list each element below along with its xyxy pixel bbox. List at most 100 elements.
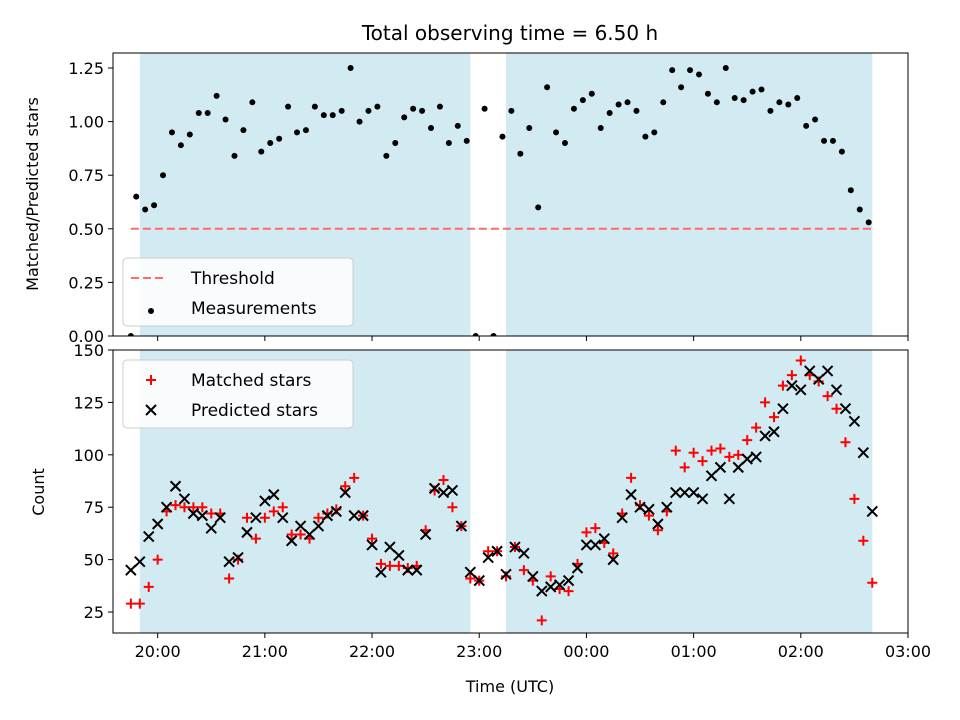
measurement-point: [240, 127, 247, 134]
measurement-point: [633, 107, 640, 114]
measurement-point: [508, 107, 515, 114]
data-points: [127, 65, 872, 336]
measurement-point: [615, 101, 622, 108]
legend-box: [122, 359, 354, 429]
matched-star-point: [367, 533, 378, 544]
measurement-point: [856, 206, 863, 213]
measurement-point: [722, 65, 729, 72]
measurement-point: [821, 137, 828, 144]
measurement-point: [294, 129, 301, 136]
measurement-point: [669, 67, 676, 74]
matched-star-point: [840, 437, 851, 448]
matched-star-point: [277, 502, 288, 513]
predicted-star-point: [768, 426, 780, 438]
measurement-point: [544, 84, 551, 91]
legend-label: Measurements: [191, 299, 317, 319]
measurement-point: [570, 105, 577, 112]
predicted-star-point: [607, 553, 619, 566]
predicted-star-point: [598, 532, 610, 545]
predicted-star-point: [187, 507, 200, 520]
measurement-point: [794, 95, 801, 102]
predicted-star-point: [134, 556, 146, 568]
predicted-star-point: [205, 522, 217, 534]
matched-star-point: [760, 397, 771, 408]
measurement-point: [249, 99, 256, 106]
matched-star-point: [438, 474, 449, 485]
measurement-point: [133, 193, 140, 200]
measurement-point: [127, 333, 134, 336]
matched-star-point: [679, 462, 690, 473]
predicted-star-point: [830, 384, 843, 396]
predicted-star-point: [464, 566, 477, 578]
predicted-star-point: [571, 562, 584, 574]
matched-star-point: [670, 445, 681, 456]
predicted-star-point: [670, 486, 682, 499]
matched-star-point: [447, 502, 458, 513]
matched-star-point: [384, 560, 395, 571]
predicted-star-point: [777, 402, 789, 415]
predicted-star-point: [696, 493, 709, 505]
predicted-star-point: [178, 493, 191, 505]
predicted-star-point: [402, 564, 414, 576]
measurement-point: [579, 97, 586, 104]
predicted-star-point: [759, 430, 771, 442]
matched-star-point: [250, 533, 261, 544]
measurement-point: [177, 142, 184, 149]
predicted-star-point: [723, 493, 736, 505]
observing-window-shade: [506, 53, 873, 336]
measurement-point: [865, 219, 872, 226]
x-tick-label: 02:00: [778, 642, 824, 661]
measurement-point: [535, 204, 542, 211]
measurement-point: [231, 152, 238, 159]
predicted-star-point: [625, 488, 637, 501]
x-tick-label: 03:00: [885, 642, 931, 661]
predicted-star-point: [589, 539, 602, 551]
predicted-star-point: [196, 509, 209, 522]
measurement-point: [472, 333, 479, 336]
predicted-star-point: [357, 509, 369, 522]
measurement-point: [597, 125, 604, 132]
measurement-point: [222, 116, 229, 123]
measurement-point: [606, 110, 613, 117]
measurement-point: [168, 129, 175, 136]
y-tick-label: 1.00: [68, 113, 104, 132]
predicted-star-point: [678, 486, 691, 499]
measurement-point: [213, 92, 220, 99]
matched-star-point: [152, 554, 163, 565]
bottom-y-axis-label: Count: [29, 468, 48, 516]
measurement-point: [561, 140, 568, 147]
matched-star-point: [134, 598, 145, 609]
matched-star-point: [259, 512, 270, 523]
predicted-star-point: [509, 541, 521, 553]
measurement-point: [276, 135, 283, 142]
predicted-star-point: [393, 549, 405, 562]
measurement-point: [588, 90, 595, 97]
ratio-panel: 0.00 0.25 0.50 0.75 1.00 1.25 Threshold Measure…: [68, 52, 909, 346]
x-tick-label: 23:00: [456, 642, 502, 661]
measurement-point: [410, 105, 417, 112]
plot-frame: [112, 349, 909, 634]
matched-star-point: [626, 472, 637, 483]
measurement-point: [463, 137, 470, 144]
measurement-point: [329, 112, 336, 119]
predicted-star-point: [473, 574, 485, 587]
measurement-point: [749, 88, 756, 95]
measurement-point: [311, 103, 318, 110]
predicted-star-point: [536, 585, 548, 597]
matched-star-point: [742, 435, 753, 446]
legend-box: [122, 257, 354, 327]
matched-star-point: [581, 527, 592, 538]
measurement-point: [347, 65, 354, 72]
measurement-point: [740, 97, 747, 104]
legend-label: Matched stars: [191, 371, 311, 391]
predicted-star-point: [732, 461, 744, 474]
matched-star-point: [295, 529, 306, 540]
y-tick-label: 1.25: [68, 59, 104, 78]
matched-star-point: [170, 500, 181, 511]
measurement-point: [624, 99, 631, 106]
x-axis-label: Time (UTC): [465, 677, 554, 696]
measurement-point: [374, 103, 381, 110]
measurement-point: [186, 131, 193, 138]
predicted-star-point: [419, 528, 432, 541]
y-tick-label: 50: [84, 551, 104, 570]
